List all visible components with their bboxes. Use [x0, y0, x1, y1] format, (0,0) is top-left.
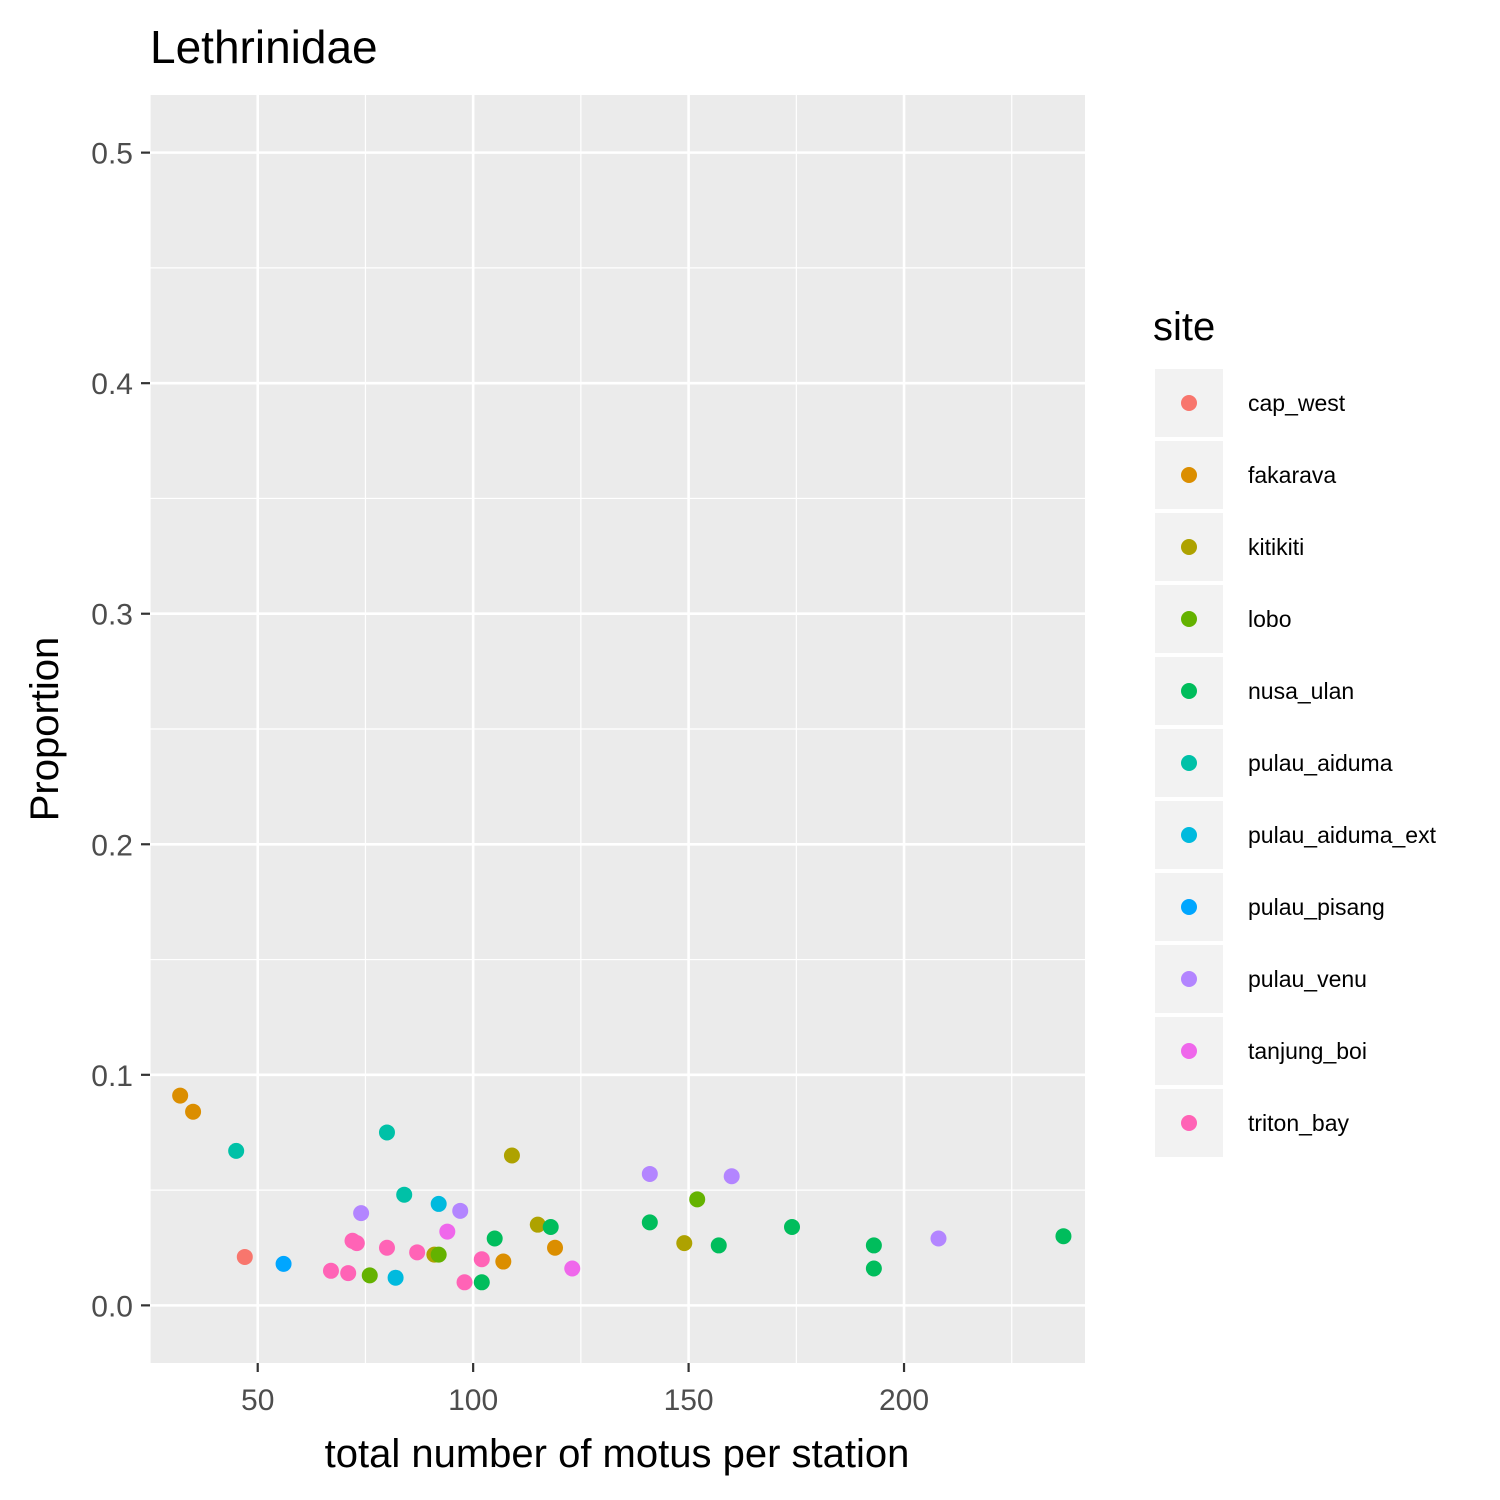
legend-label: triton_bay: [1248, 1110, 1350, 1136]
legend-label: pulau_aiduma: [1248, 750, 1393, 776]
legend-key-swatch: [1181, 395, 1197, 411]
data-point-nusa_ulan: [486, 1230, 503, 1247]
legend-key-swatch: [1181, 467, 1197, 483]
x-tick-label: 50: [241, 1384, 274, 1417]
data-point-pulau_venu: [452, 1202, 469, 1219]
data-point-pulau_venu: [930, 1230, 947, 1247]
data-point-kitikiti: [503, 1147, 520, 1164]
x-tick-label: 150: [664, 1384, 714, 1417]
legend: site cap_west fakarava kitikiti lobo nusa_ul…: [1153, 305, 1437, 1157]
data-point-triton_bay: [348, 1235, 365, 1252]
y-tick-label: 0.3: [91, 599, 133, 632]
legend-key-swatch: [1181, 971, 1197, 987]
data-point-nusa_ulan: [473, 1274, 490, 1291]
y-axis-title: Proportion: [23, 637, 67, 822]
y-tick-label: 0.5: [91, 138, 133, 171]
legend-item-cap_west: cap_west: [1155, 369, 1346, 437]
data-point-nusa_ulan: [542, 1218, 559, 1235]
data-point-fakarava: [547, 1239, 564, 1256]
data-point-triton_bay: [409, 1244, 426, 1261]
y-tick-label: 0.4: [91, 368, 133, 401]
data-point-pulau_aiduma: [396, 1186, 413, 1203]
data-point-fakarava: [185, 1103, 202, 1120]
data-point-nusa_ulan: [784, 1218, 801, 1235]
legend-item-lobo: lobo: [1155, 585, 1291, 653]
data-point-kitikiti: [676, 1235, 693, 1252]
legend-label: pulau_venu: [1248, 966, 1367, 992]
legend-item-fakarava: fakarava: [1155, 441, 1336, 509]
data-point-triton_bay: [340, 1265, 357, 1282]
data-point-pulau_pisang: [275, 1255, 292, 1272]
legend-label: pulau_pisang: [1248, 894, 1385, 920]
x-tick-label: 100: [448, 1384, 498, 1417]
legend-label: fakarava: [1248, 462, 1336, 488]
legend-key-swatch: [1181, 611, 1197, 627]
legend-label: tanjung_boi: [1248, 1038, 1367, 1064]
legend-key-swatch: [1181, 899, 1197, 915]
legend-item-pulau_aiduma_ext: pulau_aiduma_ext: [1155, 801, 1437, 869]
data-point-cap_west: [236, 1248, 253, 1265]
legend-title: site: [1153, 305, 1215, 349]
legend-label: pulau_aiduma_ext: [1248, 822, 1437, 848]
data-point-pulau_venu: [641, 1165, 658, 1182]
legend-item-pulau_pisang: pulau_pisang: [1155, 873, 1385, 941]
legend-label: nusa_ulan: [1248, 678, 1354, 704]
legend-label: kitikiti: [1248, 534, 1304, 560]
legend-item-triton_bay: triton_bay: [1155, 1089, 1350, 1157]
legend-label: lobo: [1248, 606, 1291, 632]
x-tick-label: 200: [879, 1384, 929, 1417]
legend-key-swatch: [1181, 1043, 1197, 1059]
data-point-pulau_aiduma_ext: [430, 1195, 447, 1212]
data-point-lobo: [689, 1191, 706, 1208]
legend-item-pulau_aiduma: pulau_aiduma: [1155, 729, 1393, 797]
data-point-nusa_ulan: [865, 1237, 882, 1254]
data-point-pulau_aiduma_ext: [387, 1269, 404, 1286]
x-axis-title: total number of motus per station: [325, 1432, 910, 1476]
grid: [149, 95, 1085, 1363]
data-point-nusa_ulan: [865, 1260, 882, 1277]
y-tick-label: 0.0: [91, 1290, 133, 1323]
data-point-nusa_ulan: [641, 1214, 658, 1231]
data-points: [172, 1087, 1072, 1291]
legend-item-kitikiti: kitikiti: [1155, 513, 1304, 581]
legend-key-swatch: [1181, 1115, 1197, 1131]
data-point-lobo: [430, 1246, 447, 1263]
legend-key-swatch: [1181, 755, 1197, 771]
chart-title: Lethrinidae: [150, 21, 378, 73]
data-point-kitikiti: [529, 1216, 546, 1233]
legend-item-tanjung_boi: tanjung_boi: [1155, 1017, 1367, 1085]
data-point-triton_bay: [322, 1262, 339, 1279]
data-point-triton_bay: [456, 1274, 473, 1291]
data-point-lobo: [361, 1267, 378, 1284]
legend-key-swatch: [1181, 539, 1197, 555]
data-point-tanjung_boi: [564, 1260, 581, 1277]
legend-item-pulau_venu: pulau_venu: [1155, 945, 1367, 1013]
data-point-triton_bay: [378, 1239, 395, 1256]
legend-key-swatch: [1181, 827, 1197, 843]
data-point-nusa_ulan: [710, 1237, 727, 1254]
legend-label: cap_west: [1248, 390, 1346, 416]
data-point-nusa_ulan: [1055, 1228, 1072, 1245]
y-tick-label: 0.1: [91, 1060, 133, 1093]
data-point-triton_bay: [473, 1251, 490, 1268]
legend-key-swatch: [1181, 683, 1197, 699]
axes: 50 100 150 200 0.0 0.1 0.2 0.3 0.4 0.5: [91, 138, 929, 1417]
data-point-fakarava: [172, 1087, 189, 1104]
data-point-tanjung_boi: [439, 1223, 456, 1240]
data-point-fakarava: [495, 1253, 512, 1270]
y-tick-label: 0.2: [91, 829, 133, 862]
data-point-pulau_aiduma: [228, 1142, 245, 1159]
data-point-pulau_venu: [723, 1168, 740, 1185]
data-point-pulau_aiduma: [378, 1124, 395, 1141]
legend-item-nusa_ulan: nusa_ulan: [1155, 657, 1354, 725]
data-point-pulau_venu: [353, 1205, 370, 1222]
